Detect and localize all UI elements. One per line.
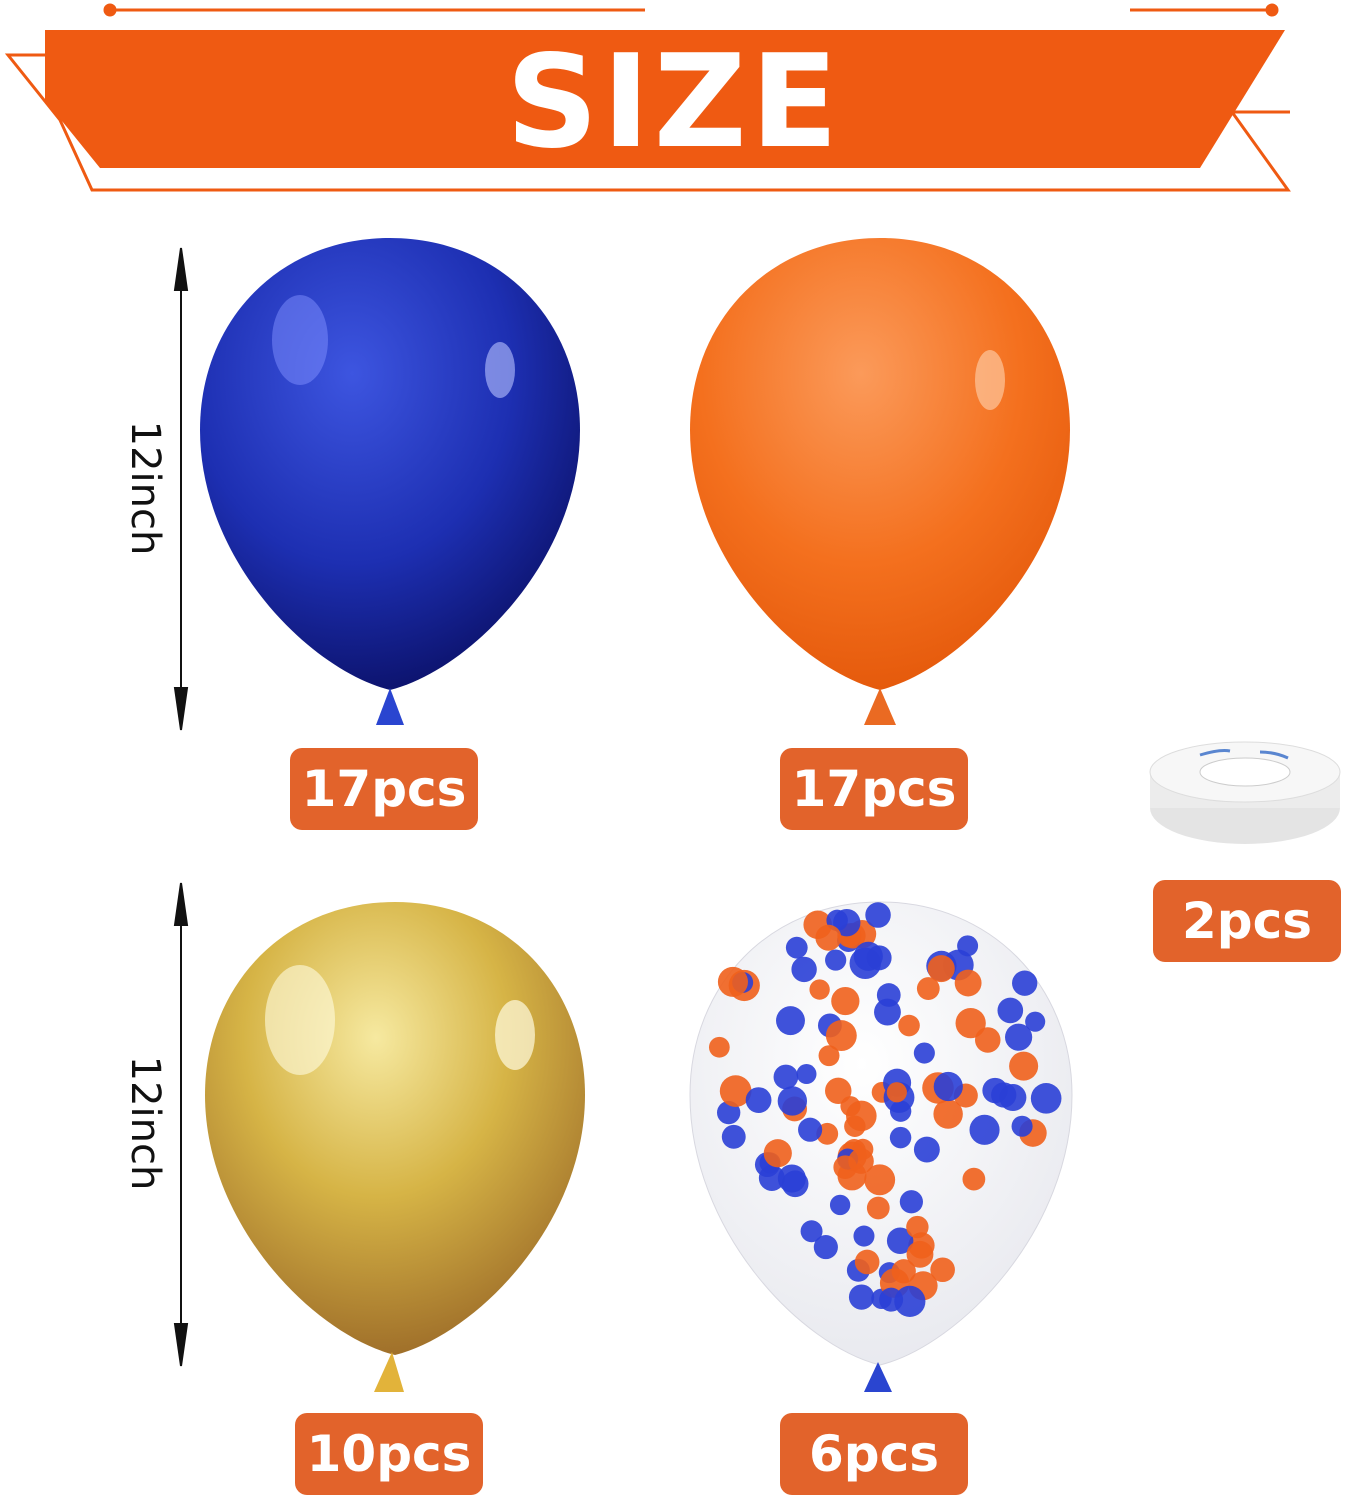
confetti-dot bbox=[846, 1100, 877, 1132]
confetti-dot bbox=[809, 979, 830, 1000]
confetti-dot bbox=[906, 1240, 934, 1268]
confetti-dot bbox=[745, 1087, 772, 1113]
confetti-dot bbox=[1011, 1115, 1033, 1137]
confetti-dot bbox=[773, 1064, 799, 1090]
confetti-dot bbox=[969, 1114, 1000, 1145]
confetti-dot bbox=[916, 977, 940, 1000]
confetti-dot bbox=[997, 997, 1024, 1024]
decorative-lines bbox=[103, 3, 1279, 17]
confetti-dot bbox=[1009, 1051, 1039, 1081]
confetti-dot bbox=[913, 1136, 940, 1163]
confetti-dot bbox=[991, 1082, 1017, 1108]
confetti-dot bbox=[798, 1117, 823, 1142]
confetti-dot bbox=[899, 1190, 923, 1214]
dimension-arrow bbox=[173, 247, 189, 1367]
confetti-dot bbox=[886, 1082, 907, 1103]
confetti-dot bbox=[927, 955, 955, 983]
confetti-dot bbox=[791, 956, 817, 983]
confetti-dot bbox=[829, 1194, 851, 1216]
quantity-badge: 6pcs bbox=[780, 1413, 968, 1495]
confetti-dot bbox=[721, 1124, 746, 1149]
confetti-dot bbox=[717, 966, 748, 997]
confetti-dot bbox=[913, 1042, 935, 1064]
confetti-dot bbox=[853, 1225, 875, 1247]
quantity-badge: 2pcs bbox=[1153, 880, 1341, 962]
confetti-dot bbox=[825, 1020, 857, 1052]
confetti-dot bbox=[777, 1164, 806, 1193]
confetti-dot bbox=[1030, 1083, 1062, 1114]
confetti-dot bbox=[886, 1227, 914, 1255]
confetti-dot bbox=[891, 1259, 916, 1284]
gold-balloon bbox=[205, 902, 585, 1392]
confetti-dot bbox=[813, 1235, 838, 1260]
confetti-dot bbox=[708, 1036, 730, 1058]
confetti-dot bbox=[825, 1077, 852, 1105]
confetti-dot bbox=[898, 1014, 920, 1037]
confetti-dot bbox=[1005, 1023, 1033, 1051]
confetti-dot bbox=[800, 1220, 823, 1243]
confetti-dot bbox=[815, 924, 842, 951]
confetti-dot bbox=[831, 986, 860, 1016]
confetti-dot bbox=[719, 1075, 752, 1107]
confetti-dot bbox=[777, 1086, 808, 1116]
confetti-dot bbox=[848, 1284, 875, 1310]
confetti-dot bbox=[818, 1045, 840, 1067]
confetti-dot bbox=[825, 949, 847, 971]
orange-balloon bbox=[690, 238, 1070, 725]
confetti-dot bbox=[853, 941, 883, 971]
confetti-dot bbox=[864, 1164, 896, 1196]
confetti-dot bbox=[930, 1257, 955, 1283]
confetti-dot bbox=[955, 1007, 986, 1039]
confetti-dot bbox=[796, 1064, 817, 1085]
dimension-label: 12inch bbox=[122, 1055, 168, 1191]
quantity-badge: 10pcs bbox=[295, 1413, 483, 1495]
dimension-label: 12inch bbox=[122, 420, 168, 556]
ribbon-spool bbox=[1149, 741, 1341, 844]
confetti-dot bbox=[785, 936, 808, 959]
confetti-dot bbox=[763, 1139, 792, 1168]
confetti-dot bbox=[1012, 970, 1038, 996]
banner-title: SIZE bbox=[505, 28, 843, 177]
quantity-badge: 17pcs bbox=[290, 748, 478, 830]
quantity-badge: 17pcs bbox=[780, 748, 968, 830]
confetti-dot bbox=[889, 1126, 912, 1149]
confetti-dot bbox=[1025, 1011, 1046, 1032]
confetti-dot bbox=[957, 935, 979, 957]
confetti-dot bbox=[954, 969, 982, 997]
confetti-dot bbox=[865, 902, 891, 928]
confetti-dot bbox=[776, 1006, 805, 1036]
confetti-dot bbox=[854, 1249, 880, 1275]
banner-ribbon bbox=[45, 30, 1285, 168]
blue-balloon bbox=[200, 238, 580, 725]
confetti-dot bbox=[933, 1071, 963, 1102]
confetti-dot bbox=[974, 1027, 1001, 1053]
confetti-dot bbox=[874, 998, 901, 1026]
confetti-dot bbox=[906, 1215, 929, 1239]
confetti-dot bbox=[894, 1285, 926, 1317]
confetti-dot bbox=[848, 1148, 874, 1174]
confetti-dot bbox=[962, 1167, 986, 1191]
confetti-dot bbox=[933, 1099, 963, 1129]
confetti-balloon bbox=[689, 901, 1073, 1392]
confetti-dot bbox=[866, 1196, 890, 1220]
